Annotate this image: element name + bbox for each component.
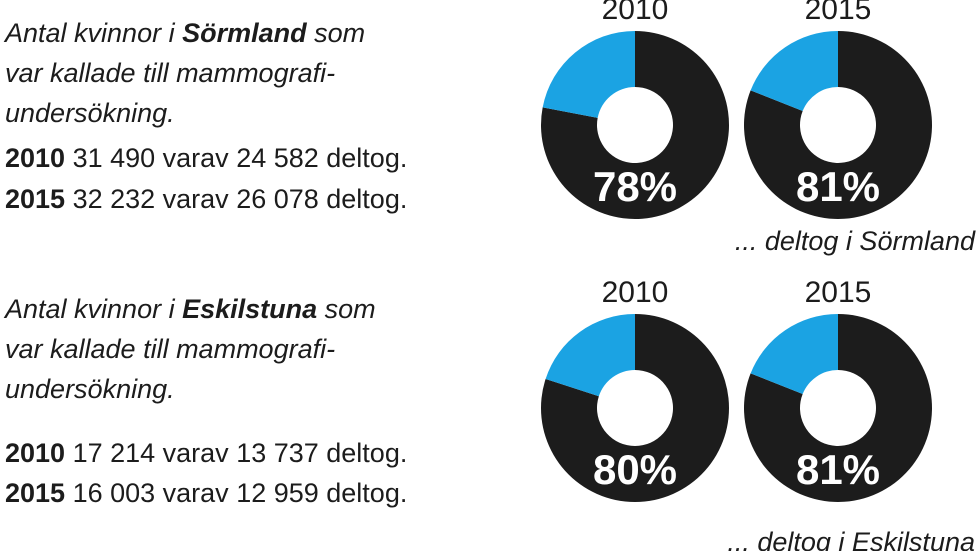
donut-segment [750,31,838,112]
intro-text: Sörmland [182,18,307,48]
intro-text: undersökning. [5,98,175,128]
pie-title: 2010 [602,276,669,309]
stat-year: 2010 [5,143,65,173]
pie-title: 2015 [805,0,872,26]
intro-text: som [307,18,366,48]
donut-segment [744,314,932,502]
value-label: 81% [796,163,880,210]
stat-year: 2010 [5,438,65,468]
donut-segment [541,314,729,502]
caption: ... deltog i Sörmland [735,226,976,256]
donut-segment [750,314,838,395]
pie-title: 2010 [602,0,669,26]
intro-line: undersökning. [5,98,175,128]
intro-text: undersökning. [5,374,175,404]
intro-text: var kallade till mammografi- [5,334,335,364]
donut-segment [542,31,635,118]
pie-title: 2015 [805,276,872,309]
donut-segment [545,314,635,397]
stat-text: 32 232 varav 26 078 deltog. [65,184,407,214]
intro-text: var kallade till mammografi- [5,58,335,88]
donut-segment [541,31,729,219]
stat-line: 2010 31 490 varav 24 582 deltog. [5,143,407,173]
stat-line: 2015 16 003 varav 12 959 deltog. [5,478,407,508]
value-label: 78% [593,163,677,210]
value-label: 81% [796,446,880,493]
stat-line: 2015 32 232 varav 26 078 deltog. [5,184,407,214]
stat-year: 2015 [5,478,65,508]
value-label: 80% [593,446,677,493]
intro-line: var kallade till mammografi- [5,334,335,364]
stat-year: 2015 [5,184,65,214]
stat-text: 16 003 varav 12 959 deltog. [65,478,407,508]
caption: ... deltog i Eskilstuna [727,527,975,551]
intro-text: som [317,294,376,324]
donut-segment [744,31,932,219]
intro-line: undersökning. [5,374,175,404]
stat-text: 17 214 varav 13 737 deltog. [65,438,407,468]
intro-text: Eskilstuna [182,294,317,324]
intro-line: Antal kvinnor i Sörmland som [3,18,365,48]
intro-line: var kallade till mammografi- [5,58,335,88]
intro-text: Antal kvinnor i [3,18,182,48]
intro-text: Antal kvinnor i [3,294,182,324]
stat-text: 31 490 varav 24 582 deltog. [65,143,407,173]
stat-line: 2010 17 214 varav 13 737 deltog. [5,438,407,468]
intro-line: Antal kvinnor i Eskilstuna som [3,294,376,324]
